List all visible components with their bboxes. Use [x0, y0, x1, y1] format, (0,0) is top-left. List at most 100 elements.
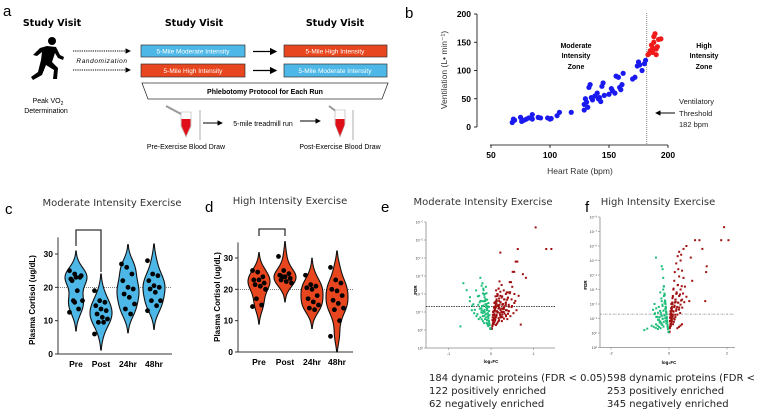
pc-data-point [74, 288, 80, 294]
pd-data-point [252, 282, 258, 288]
f-summary: 598 dynamic proteins (FDR < 0.05) 253 po… [607, 373, 757, 410]
pe-protein-point [462, 282, 465, 285]
d-y-axis-label: Plasma Cortisol (ug/dL) [213, 252, 222, 342]
pf-protein-point [673, 279, 676, 282]
pe-protein-point [485, 309, 488, 312]
b-point-moderate [585, 104, 591, 110]
pe-protein-point [481, 315, 484, 318]
pf-protein-point [705, 271, 708, 274]
pf-protein-point [668, 320, 671, 323]
pc-data-point [96, 319, 101, 325]
pe-protein-point [475, 289, 478, 292]
pf-protein-point [679, 259, 682, 262]
pf-protein-point [679, 293, 682, 296]
pe-protein-point [498, 297, 501, 300]
pc-data-point [128, 311, 134, 317]
pe-protein-point [498, 306, 501, 309]
pf-protein-point [672, 323, 675, 326]
panel-f-high-volcano: f High Intensity Exercise FDR log₂FC 598… [583, 197, 757, 410]
pe-protein-point [482, 304, 485, 307]
pd-data-point [307, 305, 312, 311]
pc-data-point [156, 284, 162, 290]
pe-protein-point [487, 325, 490, 328]
pe-protein-point [489, 328, 492, 331]
pe-protein-point [504, 301, 507, 304]
pe-protein-point [497, 307, 500, 310]
pd-data-point [332, 307, 337, 313]
b-point-moderate [632, 74, 638, 80]
pd-data-point [337, 318, 342, 324]
pf-protein-point [674, 313, 677, 316]
pe-protein-point [510, 305, 513, 308]
b-point-moderate [598, 98, 604, 105]
pe-protein-point [493, 302, 496, 304]
b-point-moderate [618, 87, 624, 93]
pe-protein-point [495, 315, 498, 318]
pe-protein-point [504, 314, 507, 317]
pc-data-point [94, 311, 100, 317]
panel-letter-a: a [3, 3, 12, 20]
pe-protein-point [482, 287, 485, 290]
post-exercise-blood-draw-label: Post-Exercise Blood Draw [299, 144, 381, 151]
pe-protein-point [485, 321, 488, 324]
b-y-axis-label: Ventilation (L• min⁻¹) [439, 31, 449, 109]
pc-violin-post [89, 273, 113, 351]
svg-text:Threshold: Threshold [679, 109, 712, 118]
pe-protein-point [476, 313, 479, 316]
pe-protein-point [459, 325, 462, 328]
pe-protein-point [497, 305, 500, 308]
pf-protein-point [663, 314, 666, 317]
svg-text:High: High [696, 43, 712, 50]
pe-protein-point [480, 311, 483, 314]
b-y-tick-label: 100 [457, 66, 471, 76]
pf-protein-point [681, 323, 684, 326]
pe-protein-point [499, 301, 502, 304]
pf-protein-point [662, 285, 665, 288]
pf-protein-point [675, 292, 678, 295]
panel-b-ventilation-scatter: b 0 50 100 150 200 50 100 150 200 Ventilation (L… [405, 5, 718, 176]
pe-protein-point [472, 303, 475, 306]
pf-protein-point [643, 329, 646, 332]
pe-protein-point [493, 310, 496, 313]
pf-protein-point [663, 293, 666, 296]
pd-x-label-pre: Pre [252, 357, 266, 367]
b-point-moderate [517, 114, 524, 120]
pe-protein-point [479, 316, 482, 319]
pf-protein-point [681, 306, 684, 309]
pc-data-point [152, 289, 158, 295]
pe-protein-point [502, 289, 505, 292]
pf-protein-point [674, 300, 677, 303]
b-point-moderate [642, 57, 649, 63]
pe-protein-point [498, 280, 501, 283]
pe-y-tick-label: 10⁻³ [416, 275, 424, 279]
pf-protein-point [646, 327, 649, 330]
pf-protein-point [678, 250, 681, 253]
pf-protein-point [679, 312, 682, 315]
pe-protein-point [501, 302, 504, 305]
panel-letter-f: f [585, 199, 590, 216]
pe-protein-point [480, 305, 483, 308]
study-visit-2-heading: Study Visit [165, 18, 224, 29]
pe-protein-point [487, 306, 490, 309]
pe-protein-point [478, 294, 481, 297]
pe-protein-point [504, 315, 507, 318]
pf-y-tick-label: 10⁻⁸ [590, 216, 598, 220]
pf-protein-point [683, 301, 686, 304]
pe-protein-point [497, 320, 500, 322]
pf-protein-point [659, 291, 662, 294]
pf-protein-point [665, 311, 668, 314]
pc-x-label-48hr: 48hr [145, 359, 164, 369]
pe-protein-point [503, 298, 506, 301]
pe-y-tick-label: 10⁻¹ [416, 311, 424, 315]
pe-protein-point [497, 287, 500, 290]
pd-data-point [289, 280, 294, 286]
pe-protein-point [481, 292, 484, 295]
pd-data-point [303, 272, 308, 278]
pc-data-point [155, 273, 161, 279]
pf-protein-point [677, 325, 680, 328]
pe-y-tick-label: 10⁻⁶ [416, 221, 424, 225]
pf-protein-point [655, 315, 658, 318]
pf-protein-point [688, 300, 691, 303]
pe-protein-point [480, 284, 483, 287]
pe-protein-point [511, 285, 514, 288]
